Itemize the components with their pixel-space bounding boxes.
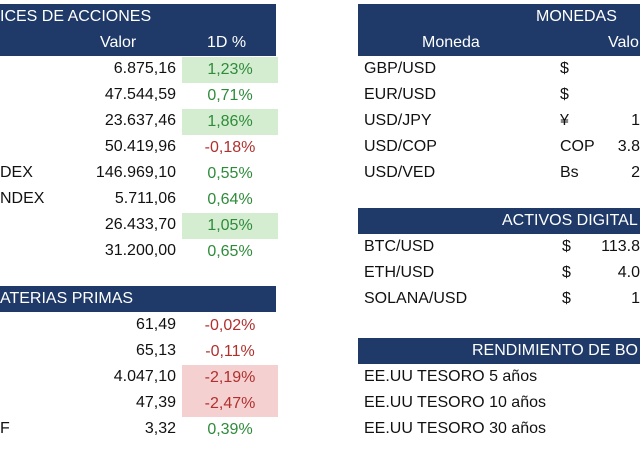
currency-row-value: 1 (631, 112, 640, 129)
currency-row-value (596, 56, 640, 82)
crypto-row-symbol: $ (562, 238, 571, 255)
commodities-header-bar: ATERIAS PRIMAS (0, 286, 276, 312)
stock-row-value: 31.200,00 (104, 242, 176, 259)
stock-row-change: 0,71% (207, 87, 253, 104)
bond-row-name: EE.UU TESORO 5 años (364, 368, 538, 385)
commodity-row-value: 65,13 (135, 342, 176, 359)
crypto-header-bar: ACTIVOS DIGITAL (358, 208, 640, 234)
stock-row-value: 47.544,59 (104, 86, 176, 103)
currencies-col-pair: Moneda (422, 34, 480, 51)
stock-row-name: DEX (0, 164, 33, 181)
commodity-row-change: -2,47% (182, 391, 278, 417)
bonds-title: RENDIMIENTO DE BO (472, 342, 638, 359)
currency-row-symbol: ¥ (560, 112, 569, 129)
stocks-header-bar: ICES DE ACCIONES (0, 4, 276, 30)
stock-row-name: NDEX (0, 190, 45, 207)
commodities-title: ATERIAS PRIMAS (0, 290, 134, 307)
stock-row-value: 6.875,16 (113, 60, 176, 77)
commodity-row-value: 61,49 (135, 316, 176, 333)
currency-row-symbol: COP (560, 138, 595, 155)
stocks-title: ICES DE ACCIONES (0, 8, 152, 25)
stock-row-value: 26.433,70 (104, 216, 176, 233)
bond-row-name: EE.UU TESORO 10 años (364, 394, 546, 411)
stock-row-change: 1,05% (182, 213, 278, 239)
commodity-row-change: 0,39% (207, 421, 253, 438)
currency-row-pair: EUR/USD (364, 86, 437, 103)
stocks-column-header-bar: Valor 1D % (0, 30, 276, 56)
currencies-column-header-bar: Moneda Valo (358, 30, 640, 56)
commodity-row-value: 4.047,10 (113, 368, 176, 385)
currency-row-pair: GBP/USD (364, 60, 437, 77)
stocks-col-value: Valor (100, 34, 137, 51)
stock-row-change: 0,55% (207, 165, 253, 182)
currency-row-value: 3.8 (617, 138, 640, 155)
crypto-row-pair: SOLANA/USD (364, 290, 468, 307)
stock-row-change: 0,65% (207, 243, 253, 260)
crypto-row-symbol: $ (562, 264, 571, 281)
stock-row-value: 50.419,96 (104, 138, 176, 155)
commodity-row-change: -0,02% (204, 317, 256, 334)
crypto-row-symbol: $ (562, 290, 571, 307)
crypto-row-pair: BTC/USD (364, 238, 435, 255)
currencies-title: MONEDAS (536, 8, 617, 25)
stock-row-change: 1,23% (182, 57, 278, 83)
currency-row-pair: USD/JPY (364, 112, 432, 129)
commodity-row-change: -2,19% (182, 365, 278, 391)
commodity-row-value: 47,39 (135, 394, 176, 411)
currency-row-symbol: Bs (560, 164, 579, 181)
currency-row-value: 2 (631, 164, 640, 181)
currencies-header-bar: MONEDAS (358, 4, 640, 30)
stock-row-change: 1,86% (182, 109, 278, 135)
currency-row-pair: USD/VED (364, 164, 436, 181)
stock-row-value: 23.637,46 (104, 112, 176, 129)
stocks-col-change: 1D % (207, 34, 247, 51)
currency-row-symbol: $ (560, 86, 569, 103)
commodity-row-change: -0,11% (205, 343, 255, 360)
currency-row-pair: USD/COP (364, 138, 437, 155)
commodity-row-name: F (0, 420, 10, 437)
currency-row-value (596, 82, 640, 108)
stock-row-change: 0,64% (207, 191, 253, 208)
stock-row-change: -0,18% (204, 139, 256, 156)
commodity-row-value: 3,32 (144, 420, 176, 437)
stock-row-value: 146.969,10 (95, 164, 176, 181)
currencies-col-value: Valo (608, 34, 639, 51)
crypto-row-value: 113.8 (601, 238, 640, 255)
currency-row-symbol: $ (560, 60, 569, 77)
stock-row-value: 5.711,06 (114, 190, 176, 207)
bond-row-name: EE.UU TESORO 30 años (364, 420, 546, 437)
crypto-row-value: 1 (631, 290, 640, 307)
crypto-title: ACTIVOS DIGITAL (502, 212, 638, 229)
bonds-header-bar: RENDIMIENTO DE BO (358, 338, 640, 364)
crypto-row-pair: ETH/USD (364, 264, 435, 281)
crypto-row-value: 4.0 (617, 264, 640, 281)
